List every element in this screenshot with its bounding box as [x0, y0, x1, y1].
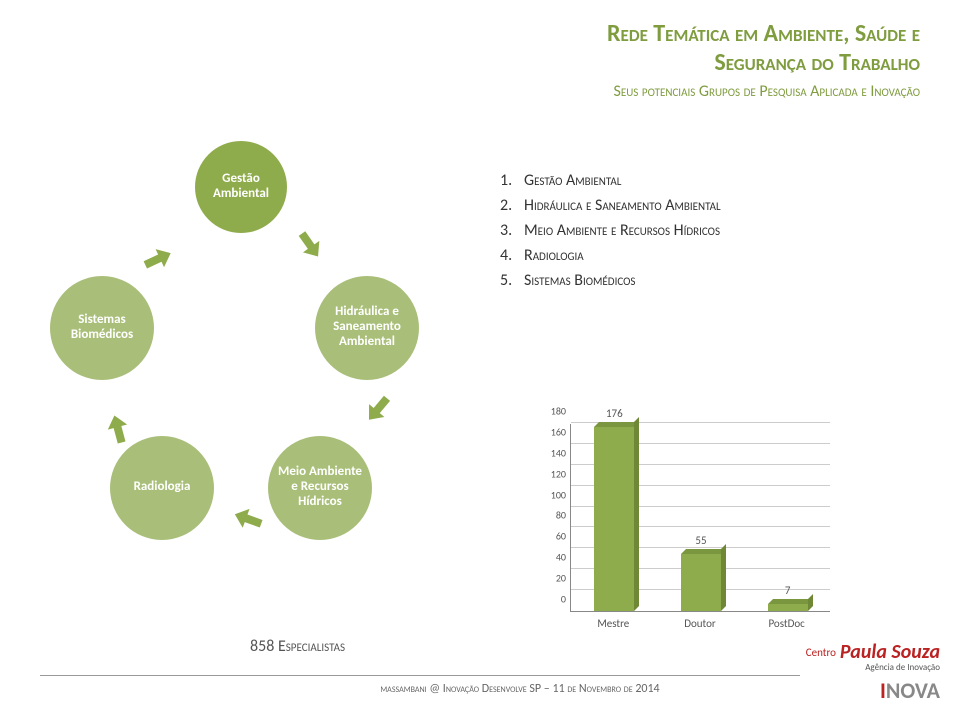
node-gestao: Gestão Ambiental [195, 141, 287, 233]
bar: 176 [594, 427, 634, 611]
y-tick: 120 [538, 467, 566, 480]
y-tick: 40 [538, 551, 566, 564]
logo-agency: Agência de Inovação [806, 662, 940, 673]
list-item: 2.Hidráulica e Saneamento Ambiental [500, 196, 920, 215]
list-text: Gestão Ambiental [524, 171, 920, 190]
category-label: Mestre [570, 617, 657, 630]
subtitle: Seus potenciais Grupos de Pesquisa Aplic… [40, 82, 920, 101]
node-sistemas: Sistemas Biomédicos [50, 276, 154, 380]
bar: 7 [768, 604, 808, 611]
list-text: Meio Ambiente e Recursos Hídricos [524, 221, 920, 240]
bar-value: 7 [768, 584, 808, 597]
list-num: 5. [500, 271, 524, 290]
list-text: Radiologia [524, 246, 920, 265]
cycle-arrow-icon [134, 235, 182, 283]
y-tick: 160 [538, 425, 566, 438]
bar-value: 176 [594, 407, 634, 420]
y-tick: 180 [538, 405, 566, 418]
bar: 55 [681, 554, 721, 611]
node-meio: Meio Ambiente e Recursos Hídricos [268, 436, 372, 540]
list-item: 5.Sistemas Biomédicos [500, 271, 920, 290]
node-radiologia: Radiologia [110, 436, 214, 540]
y-tick: 20 [538, 572, 566, 585]
bar-value: 55 [681, 534, 721, 547]
list-num: 3. [500, 221, 524, 240]
logo-nova: NOVA [886, 677, 940, 704]
specialists-count: 858 Especialistas [250, 637, 345, 656]
y-tick: 100 [538, 488, 566, 501]
category-label: PostDoc [743, 617, 830, 630]
category-label: Doutor [657, 617, 744, 630]
list-text: Sistemas Biomédicos [524, 271, 920, 290]
title-line2: Segurança do Trabalho [40, 49, 920, 78]
logo: Centro Paula Souza Agência de Inovação I… [806, 640, 940, 704]
y-tick: 80 [538, 509, 566, 522]
list-num: 4. [500, 246, 524, 265]
list-text: Hidráulica e Saneamento Ambiental [524, 196, 920, 215]
list-item: 3.Meio Ambiente e Recursos Hídricos [500, 221, 920, 240]
footer-divider [40, 675, 800, 676]
logo-name: Paula Souza [840, 640, 940, 664]
list-num: 1. [500, 171, 524, 190]
list-item: 4.Radiologia [500, 246, 920, 265]
y-tick: 140 [538, 446, 566, 459]
y-tick: 0 [538, 593, 566, 606]
logo-prefix: Centro [806, 646, 836, 659]
cycle-arrow-icon [285, 220, 335, 270]
title-line1: Rede Temática em Ambiente, Saúde e [40, 20, 920, 49]
cycle-arrow-icon [225, 496, 271, 542]
title-block: Rede Temática em Ambiente, Saúde e Segur… [40, 20, 920, 101]
node-hidraulica: Hidráulica e Saneamento Ambiental [315, 276, 419, 380]
list-item: 1.Gestão Ambiental [500, 171, 920, 190]
bar-chart: 176557 020406080100120140160180MestreDou… [540, 424, 830, 634]
cycle-diagram: Gestão Ambiental Hidráulica e Saneamento … [40, 131, 460, 551]
list-num: 2. [500, 196, 524, 215]
cycle-arrow-icon [353, 383, 404, 434]
y-tick: 60 [538, 530, 566, 543]
